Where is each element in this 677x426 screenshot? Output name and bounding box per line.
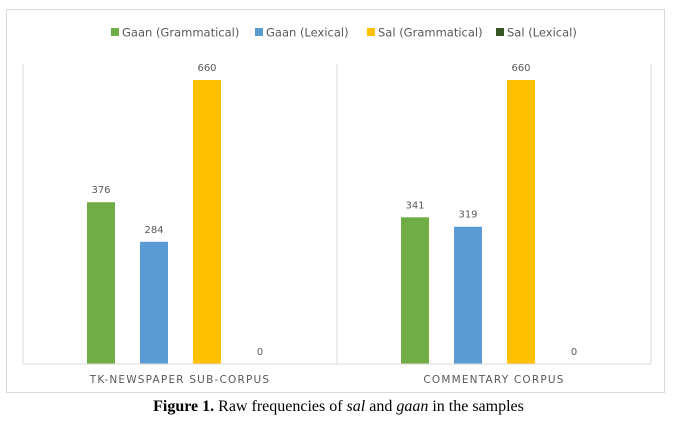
data-label-sal-lexical-commentary-corpus: 0 (571, 347, 577, 358)
bar-gaan-grammatical-tk-newspaper-sub-corpus (87, 202, 115, 364)
data-label-gaan-lexical-commentary-corpus: 319 (458, 210, 477, 221)
bar-gaan-grammatical-commentary-corpus (401, 217, 429, 364)
legend-swatch-sal-lexical (496, 28, 504, 36)
data-label-gaan-grammatical-commentary-corpus: 341 (405, 200, 424, 211)
legend-label-gaan-grammatical: Gaan (Grammatical) (122, 26, 239, 40)
caption-text-middle: and (365, 398, 397, 415)
legend-label-sal-lexical: Sal (Lexical) (507, 26, 577, 40)
data-label-sal-grammatical-commentary-corpus: 660 (511, 63, 530, 74)
legend-label-sal-grammatical: Sal (Grammatical) (378, 26, 483, 40)
data-label-gaan-grammatical-tk-newspaper-sub-corpus: 376 (91, 185, 110, 196)
bar-sal-grammatical-commentary-corpus (507, 80, 535, 364)
data-label-gaan-lexical-tk-newspaper-sub-corpus: 284 (144, 225, 163, 236)
data-label-sal-lexical-tk-newspaper-sub-corpus: 0 (257, 347, 263, 358)
legend-label-gaan-lexical: Gaan (Lexical) (266, 26, 349, 40)
bar-gaan-lexical-commentary-corpus (454, 226, 482, 364)
bar-chart: 376 284 660 0 TK-NEWSPAPER SUB-CORPUS 341 319 6… (22, 26, 652, 386)
legend-swatch-sal-grammatical (367, 28, 375, 36)
category-label-tk-newspaper-sub-corpus: TK-NEWSPAPER SUB-CORPUS (89, 374, 270, 386)
caption-text-before: Raw frequencies of (214, 398, 347, 415)
legend-swatch-gaan-grammatical (111, 28, 119, 36)
figure-caption: Figure 1. Raw frequencies of sal and gaa… (0, 398, 677, 416)
bar-sal-grammatical-tk-newspaper-sub-corpus (193, 80, 221, 364)
caption-term-sal: sal (346, 398, 366, 415)
category-label-commentary-corpus: COMMENTARY CORPUS (423, 374, 564, 386)
caption-term-gaan: gaan (396, 398, 429, 415)
caption-label: Figure 1. (153, 398, 215, 415)
chart-frame: 376 284 660 0 TK-NEWSPAPER SUB-CORPUS 341 319 6… (6, 9, 665, 393)
caption-text-after: in the samples (428, 398, 524, 415)
legend-swatch-gaan-lexical (255, 28, 263, 36)
data-label-sal-grammatical-tk-newspaper-sub-corpus: 660 (197, 63, 216, 74)
bar-gaan-lexical-tk-newspaper-sub-corpus (140, 241, 168, 364)
